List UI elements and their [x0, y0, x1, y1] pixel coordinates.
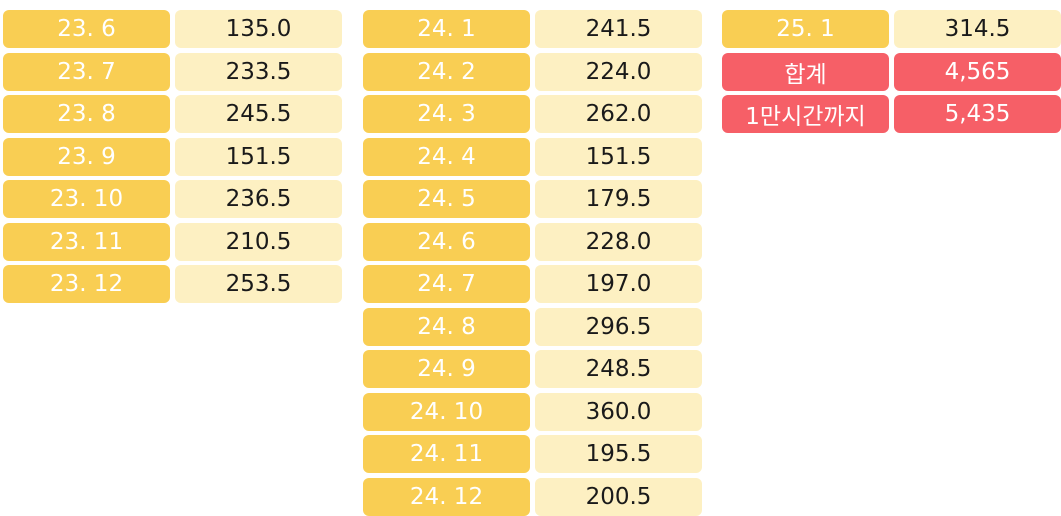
hours-value: 179.5: [535, 180, 702, 218]
hours-value: 253.5: [175, 265, 342, 303]
month-label: 23. 6: [3, 10, 170, 48]
hours-value: 296.5: [535, 307, 702, 346]
hours-value: 210.5: [175, 222, 342, 261]
hours-value: 224.0: [535, 52, 702, 91]
hours-value: 245.5: [175, 95, 342, 133]
month-label: 24. 7: [363, 265, 530, 303]
month-label: 24. 1: [363, 10, 530, 48]
month-label: 23. 8: [3, 95, 170, 133]
month-label: 23. 11: [3, 222, 170, 261]
month-label: 23. 10: [3, 180, 170, 218]
hours-value: 236.5: [175, 180, 342, 218]
month-label: 24. 4: [363, 137, 530, 176]
hours-value: 241.5: [535, 10, 702, 48]
month-label: 24. 12: [363, 477, 530, 516]
hours-value: 135.0: [175, 10, 342, 48]
month-label: 24. 6: [363, 222, 530, 261]
hours-value: 314.5: [894, 10, 1061, 48]
summary-label: 1만시간까지: [722, 95, 889, 133]
month-label: 23. 12: [3, 265, 170, 303]
hours-value: 151.5: [175, 137, 342, 176]
hours-value: 228.0: [535, 222, 702, 261]
summary-value: 5,435: [894, 95, 1061, 133]
month-label: 24. 11: [363, 435, 530, 473]
month-label: 24. 3: [363, 95, 530, 133]
hours-value: 262.0: [535, 95, 702, 133]
month-label: 24. 5: [363, 180, 530, 218]
month-label: 24. 2: [363, 52, 530, 91]
month-label: 23. 7: [3, 52, 170, 91]
summary-value: 4,565: [894, 52, 1061, 91]
hours-value: 151.5: [535, 137, 702, 176]
month-label: 24. 8: [363, 307, 530, 346]
summary-label: 합계: [722, 52, 889, 91]
month-label: 24. 9: [363, 350, 530, 388]
month-label: 24. 10: [363, 392, 530, 431]
month-label: 23. 9: [3, 137, 170, 176]
hours-value: 195.5: [535, 435, 702, 473]
hours-value: 360.0: [535, 392, 702, 431]
month-label: 25. 1: [722, 10, 889, 48]
hours-value: 200.5: [535, 477, 702, 516]
hours-value: 233.5: [175, 52, 342, 91]
hours-value: 197.0: [535, 265, 702, 303]
hours-value: 248.5: [535, 350, 702, 388]
